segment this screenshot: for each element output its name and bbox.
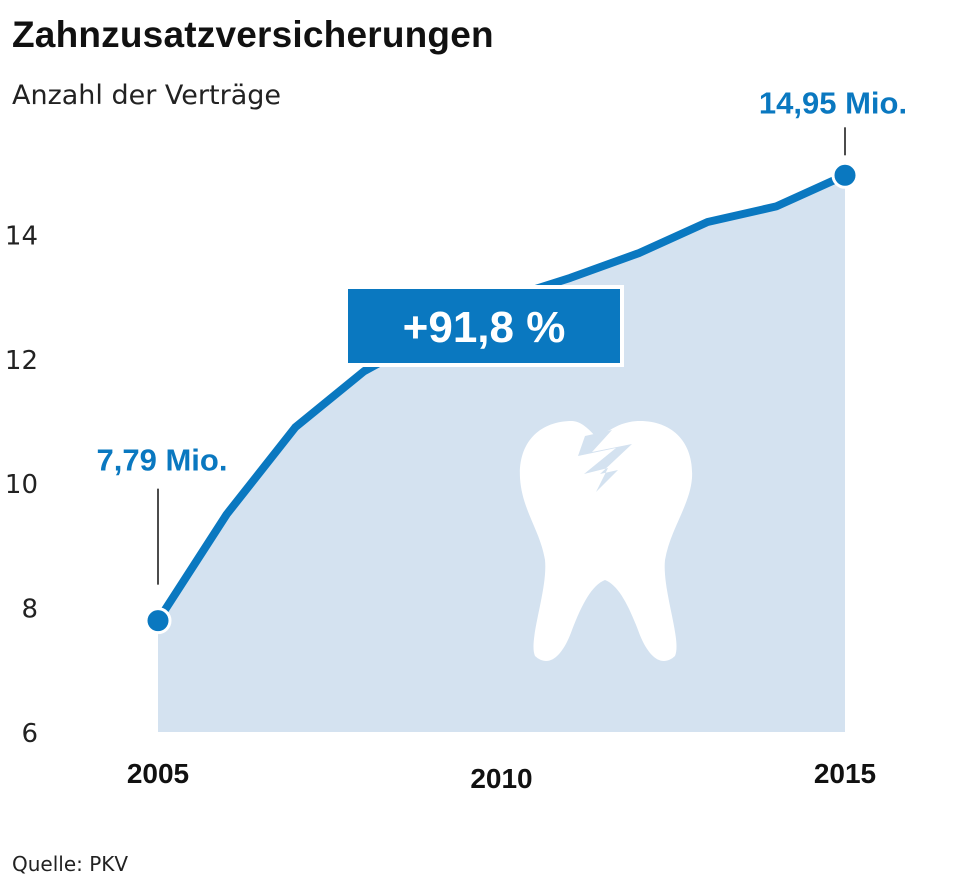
y-tick-label: 8 (21, 595, 38, 625)
source-note: Quelle: PKV (12, 852, 129, 876)
area-fill (158, 175, 845, 733)
x-tick-label: 2005 (127, 758, 189, 789)
x-axis-ticks: 2005 2010 2015 (127, 758, 876, 794)
tooth-shape (519, 421, 693, 661)
chart-subtitle: Anzahl der Verträge (12, 80, 281, 111)
tooth-crack (578, 430, 632, 492)
y-tick-label: 10 (5, 470, 38, 500)
broken-tooth-icon (519, 421, 693, 661)
y-tick-label: 6 (21, 719, 38, 749)
end-point (831, 161, 859, 189)
y-tick-label: 14 (5, 221, 38, 251)
y-axis-ticks: 6 8 10 12 14 (5, 221, 38, 749)
start-value-label: 7,79 Mio. (97, 443, 228, 478)
chart-title: Zahnzusatzversicherungen (12, 14, 494, 55)
change-badge: +91,8 % (344, 285, 624, 367)
change-badge-box (344, 285, 624, 367)
x-tick-label: 2015 (814, 758, 876, 789)
start-point (144, 607, 172, 635)
end-value-label: 14,95 Mio. (759, 85, 907, 120)
change-badge-label: +91,8 % (403, 303, 566, 352)
y-tick-label: 12 (5, 346, 38, 376)
x-tick-label: 2010 (470, 763, 532, 794)
